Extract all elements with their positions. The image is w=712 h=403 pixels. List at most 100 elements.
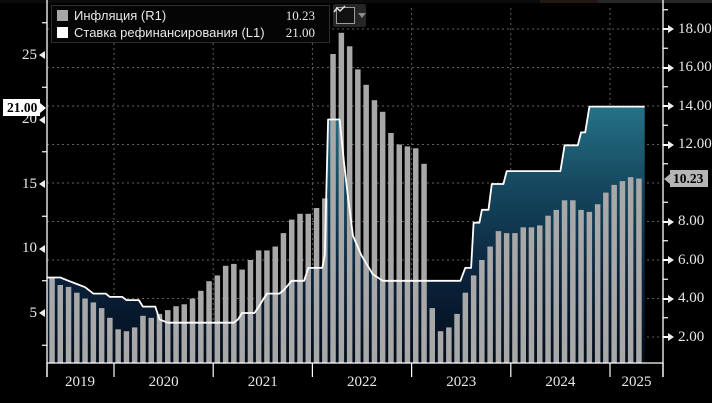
inflation-bar [239,269,245,363]
inflation-bar [627,177,634,363]
inflation-bar [322,198,328,363]
inflation-bar [537,225,543,363]
tick-arrow-icon [668,333,674,341]
inflation-bar [520,227,526,363]
inflation-bar [305,213,311,363]
right-axis-tick-label: 16.00 [663,59,712,77]
inflation-bar [611,184,617,363]
tick-icon [663,297,668,300]
inflation-bar [479,260,485,363]
inflation-bar [90,302,97,363]
inflation-bar [280,233,287,363]
inflation-bar [371,100,378,363]
left-axis-tick-label: 10 [0,240,46,258]
x-axis-year-label: 2021 [247,374,278,390]
tick-icon [663,66,668,69]
left-axis-tick-label: 5 [0,304,46,322]
inflation-bar [57,285,63,363]
left-axis-tick-label: 15 [0,175,46,193]
inflation-bar [503,233,510,363]
right-axis-tick-label: 12.00 [663,136,712,154]
line-chart-icon [333,5,355,24]
right-axis-tick-label: 14.00 [663,97,712,115]
inflation-bar [214,275,221,363]
inflation-bar [586,211,593,363]
legend-value: 21.00 [285,25,315,40]
inflation-swatch-icon [57,10,68,21]
rate-swatch-icon [57,27,68,38]
inflation-bar [107,317,113,364]
right-axis-tick-label: 8.00 [663,213,712,231]
inflation-bar [222,265,229,363]
inflation-bar [189,298,196,363]
inflation-bar [173,306,179,363]
inflation-bar [396,144,402,363]
inflation-bar [313,208,320,363]
inflation-bar [462,292,469,363]
left-axis-value-callout: 21.00 [3,99,47,116]
rate-line [47,105,645,324]
inflation-bar [140,315,146,363]
tick-arrow-icon [39,180,45,188]
inflation-bar [289,219,295,363]
window-top-strip [0,0,540,3]
inflation-bar [512,233,518,363]
inflation-bar [181,304,187,363]
inflation-bar [578,209,584,363]
right-axis-value-callout: 10.23 [664,170,709,187]
inflation-bar [338,32,345,364]
right-axis-tick-label: 4.00 [663,290,712,308]
right-axis-tick-label: 18.00 [663,20,712,38]
chevron-down-icon [358,13,366,18]
inflation-bar [429,308,435,363]
tick-arrow-icon [668,256,674,264]
tick-arrow-icon [39,309,45,317]
x-axis-year-label: 2025 [621,374,652,390]
inflation-bar [487,246,493,363]
inflation-bar [594,204,601,363]
tick-arrow-icon [668,25,674,33]
inflation-bar [198,290,204,363]
right-axis-tick-label: 6.00 [663,251,712,269]
inflation-bar [231,263,237,363]
chart-legend: Инфляция (R1) 10.23 Ставка рефинансирова… [51,5,330,43]
legend-item-inflation[interactable]: Инфляция (R1) 10.23 [57,7,315,24]
inflation-bar [437,331,444,363]
inflation-bar [388,133,394,363]
inflation-bar [65,286,72,363]
tick-arrow-icon [668,63,674,72]
inflation-bar [470,275,477,363]
x-axis-year-label: 2022 [347,374,377,390]
inflation-bar [561,200,568,363]
inflation-bar [297,213,303,363]
right-axis-tick-label: 2.00 [663,328,712,346]
legend-item-refinancing-rate[interactable]: Ставка рефинансирования (L1) 21.00 [57,24,315,41]
x-axis-year-label: 2020 [148,374,179,390]
inflation-bar [379,111,386,363]
inflation-bar [636,178,642,363]
inflation-bar [404,146,411,363]
inflation-bar [264,250,270,363]
rate-last-value: 21.00 [3,99,41,116]
inflation-bar [454,313,460,363]
inflation-bar [570,200,576,363]
tick-arrow-icon [668,217,674,226]
inflation-bar [446,327,452,363]
inflation-bar [98,308,105,363]
tick-arrow-icon [668,102,674,110]
inflation-bar [49,277,55,363]
legend-label: Ставка рефинансирования (L1) [74,25,265,40]
inflation-bar [619,181,626,363]
callout-pointer-icon [40,102,47,113]
inflation-bar [82,298,88,363]
inflation-bar [247,260,254,363]
inflation-bar [553,209,559,363]
inflation-bar [413,148,419,363]
chart-type-button[interactable] [333,4,366,27]
tick-icon [663,220,668,223]
tick-arrow-icon [39,51,45,59]
inflation-bar [131,327,138,363]
inflation-bar [495,231,502,363]
